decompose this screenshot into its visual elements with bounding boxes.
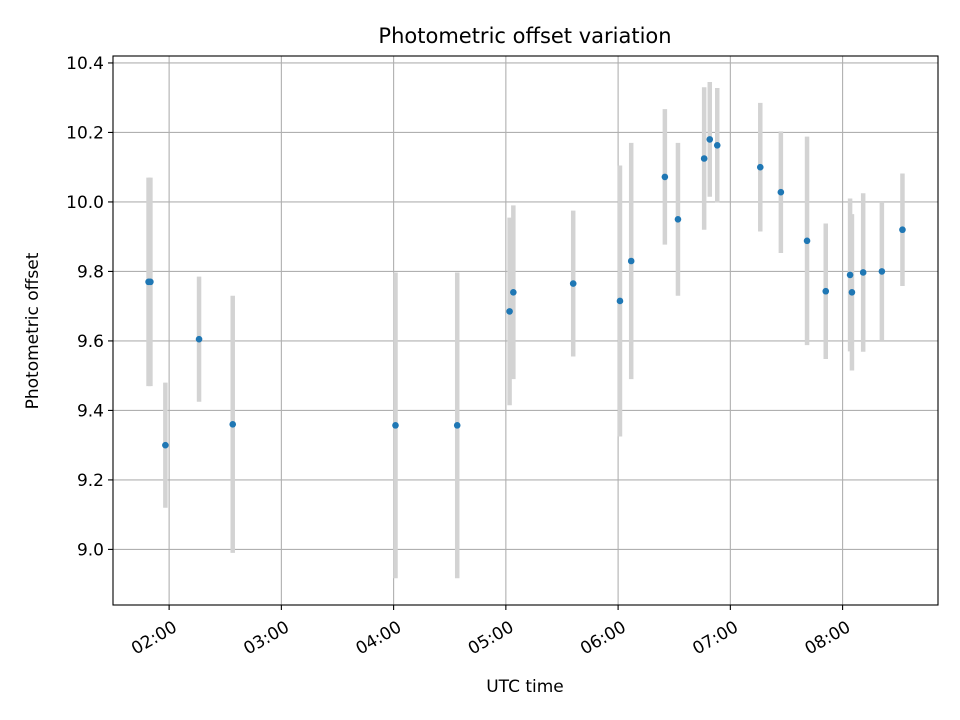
chart-title: Photometric offset variation	[378, 24, 671, 48]
data-point	[392, 422, 399, 429]
plot-frame	[112, 55, 939, 606]
data-point	[147, 278, 154, 286]
data-point	[506, 308, 513, 315]
y-axis-label: Photometric offset	[23, 252, 43, 409]
data-point	[846, 271, 854, 279]
data-point	[706, 136, 714, 143]
data-point	[700, 155, 708, 162]
y-tick-label: 9.8	[77, 262, 104, 282]
data-point	[627, 257, 635, 265]
data-point	[777, 188, 785, 196]
data-point	[848, 288, 856, 296]
data-point	[195, 335, 203, 343]
y-tick-label: 9.4	[77, 401, 104, 421]
data-point	[661, 173, 669, 181]
data-point	[878, 268, 886, 275]
plot-area	[113, 56, 938, 605]
y-tick-label: 9.0	[77, 540, 104, 560]
y-axis-ticks: 9.0 9.2 9.4 9.6 9.8 10.0 10.2 10.4	[66, 54, 113, 560]
y-tick-label: 9.2	[77, 471, 104, 491]
data-point	[616, 297, 624, 305]
y-tick-label: 9.6	[77, 332, 104, 352]
data-point	[453, 422, 461, 429]
data-point	[822, 287, 830, 295]
data-point	[756, 163, 764, 171]
data-point	[229, 421, 237, 428]
data-points	[145, 136, 906, 449]
y-tick-label: 10.2	[66, 123, 104, 143]
data-point	[510, 288, 517, 296]
data-point	[713, 141, 721, 149]
data-point	[859, 269, 867, 276]
y-tick-label: 10.4	[66, 54, 104, 74]
y-tick-label: 10.0	[66, 193, 104, 213]
data-point	[803, 237, 811, 245]
x-axis-label: UTC time	[486, 677, 564, 697]
data-point	[899, 226, 906, 234]
data-point	[162, 441, 169, 449]
data-point	[569, 280, 577, 287]
data-point	[674, 216, 682, 223]
